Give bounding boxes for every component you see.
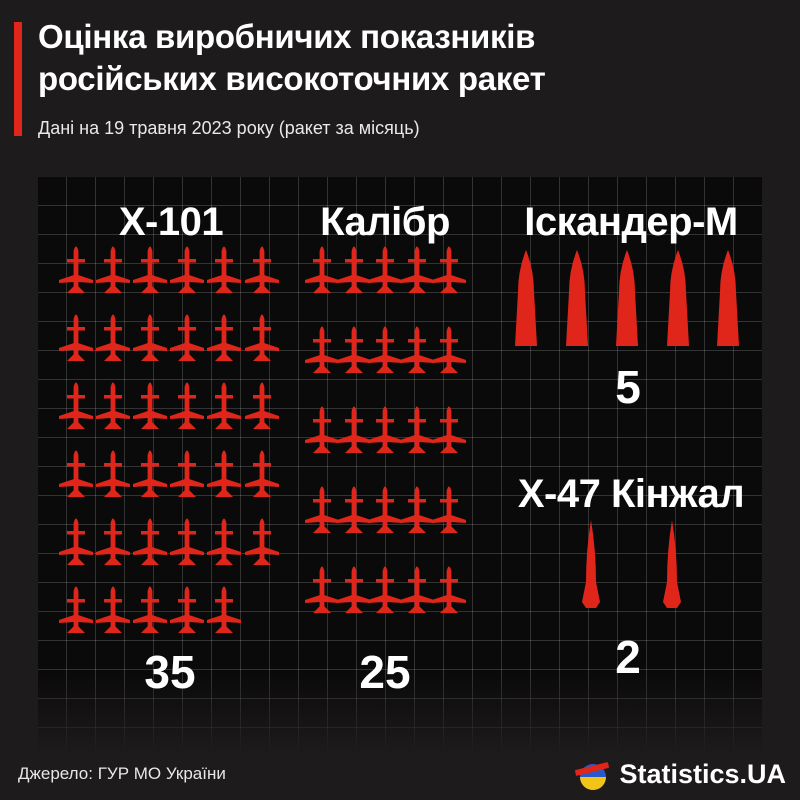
grid-fade — [38, 674, 762, 754]
brand: Statistics.UA — [573, 759, 786, 790]
chart-subtitle: Дані на 19 травня 2023 року (ракет за мі… — [38, 118, 420, 138]
title-line-2: російських високоточних ракет — [38, 60, 546, 97]
source-note: Джерело: ГУР МО України — [18, 764, 226, 783]
chart-title: Оцінка виробничих показників російських … — [38, 16, 778, 100]
statistics-ua-logo-icon — [573, 760, 613, 790]
value-label-kinzhal: 2 — [615, 631, 641, 683]
value-label-kalibr: 25 — [359, 646, 411, 698]
grid-background — [38, 177, 762, 754]
value-label-kh101: 35 — [144, 646, 196, 698]
accent-bar — [14, 22, 22, 136]
brand-name: Statistics.UA — [619, 759, 786, 789]
title-line-1: Оцінка виробничих показників — [38, 18, 536, 55]
category-label-kinzhal: Х-47 Кінжал — [517, 472, 745, 516]
category-label-iskander: Іскандер-М — [524, 200, 738, 244]
value-label-iskander: 5 — [615, 361, 641, 413]
category-label-kalibr: Калібр — [320, 200, 450, 244]
category-label-kh101: Х-101 — [118, 200, 224, 244]
